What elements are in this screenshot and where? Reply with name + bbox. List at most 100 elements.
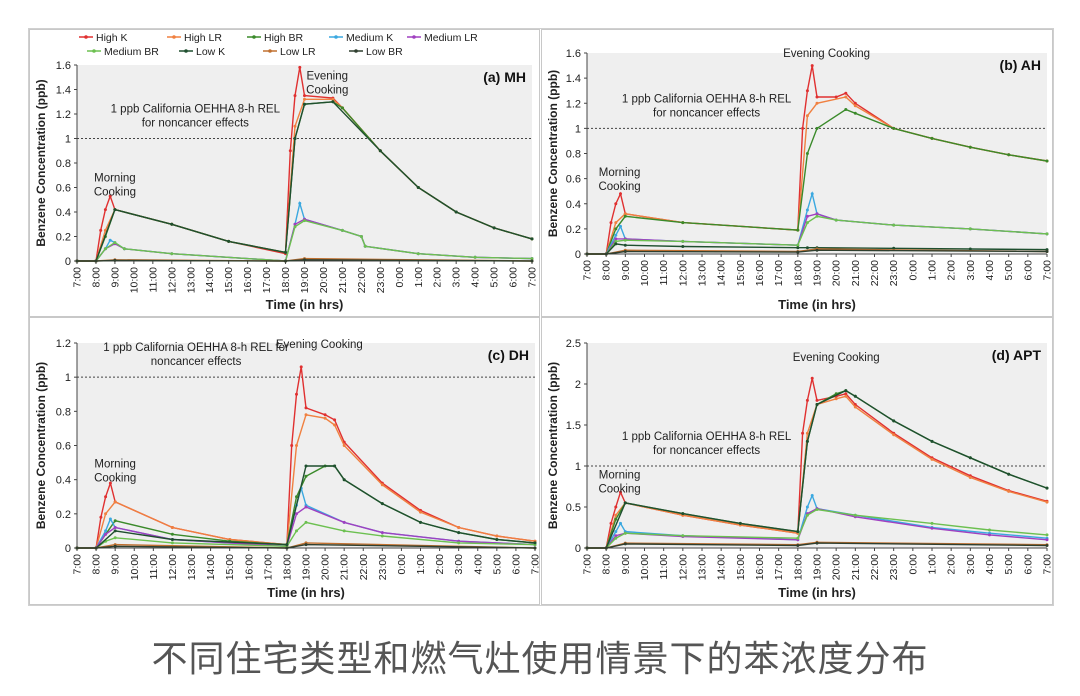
panel-3-series-medium-k-point <box>108 517 112 521</box>
panel-4-series-high-lr-point <box>1045 500 1049 504</box>
panel-2-series-high-br-point <box>623 214 627 218</box>
panel-2-series-medium-br-point <box>892 223 896 227</box>
panel-3-series-high-k-point <box>108 481 112 485</box>
panel-3-xtick-label: 0:00 <box>396 554 408 575</box>
figure-frame: 0 0.2 0.4 0.6 0.8 1 1.2 1.4 1.6 7:00 8:00 9:00 10:00… <box>28 28 1054 606</box>
panel-1-xtick-label: 1:00 <box>413 267 425 288</box>
panel-3-xtick-label: 16:00 <box>243 554 255 580</box>
panel-2-series-high-k-point <box>815 95 819 99</box>
panel-2-xtick-label: 11:00 <box>658 260 670 286</box>
legend-item-low-k-marker <box>184 49 188 53</box>
panel-4-series-high-lr-point <box>968 476 972 479</box>
panel-4-series-high-lr-point <box>834 397 838 401</box>
panel-2-xtick-label: 5:00 <box>1003 260 1015 281</box>
panel-4-xtick-label: 8:00 <box>601 554 613 575</box>
panel-1-series-low-k-point <box>227 239 231 243</box>
panel-2-ytick-label: 0.4 <box>566 199 581 211</box>
panel-1-xtick-label: 22:00 <box>356 267 368 293</box>
panel-2-series-high-lr-point <box>805 114 809 118</box>
panel-4-series-high-k-point <box>609 521 613 525</box>
panel-2-ytick-label: 1.4 <box>566 73 581 85</box>
panel-2-series-high-br-point <box>815 126 819 130</box>
panel-2-series-high-br-point <box>853 111 857 115</box>
panel-1-series-low-br-point <box>94 259 98 263</box>
panel-2-series-high-br-point <box>805 152 809 155</box>
panel-3-series-medium-lr-point <box>113 526 117 529</box>
panel-4-series-low-k-point <box>805 439 809 443</box>
panel-2-annotation: Cooking <box>598 181 640 193</box>
panel-3-series-high-k-point <box>323 413 327 417</box>
panel-2-series-high-k-point <box>834 95 838 99</box>
panel-2-series-medium-lr-point <box>614 237 618 241</box>
panel-4-series-low-k-point <box>968 456 972 460</box>
panel-2-xtick-label: 19:00 <box>812 260 824 286</box>
panel-4-series-low-br-point <box>1045 544 1049 547</box>
panel-3-xtick-label: 9:00 <box>110 554 122 575</box>
panel-1-series-medium-br-point <box>473 255 477 259</box>
panel-2-ref-label: 1 ppb California OEHHA 8-h REL <box>622 93 792 105</box>
panel-3-title: (c) DH <box>488 347 529 363</box>
panel-1-xtick-label: 19:00 <box>299 267 311 293</box>
panel-1-xtick-label: 3:00 <box>451 267 463 288</box>
panel-2-series-low-br <box>587 249 1048 255</box>
panel-1-annotation: Morning <box>94 172 136 184</box>
panel-4-xtick-label: 2:00 <box>946 554 958 575</box>
panel-3-series-medium-lr-point <box>295 512 298 516</box>
panel-3-series-medium-br-point <box>113 536 117 540</box>
panel-2-ytick-label: 0.8 <box>566 149 581 161</box>
panel-3-series-high-lr-point <box>380 483 384 487</box>
panel-3-series-medium-br <box>77 521 536 549</box>
panel-2-series-low-br-point <box>1045 250 1049 253</box>
panel-1-xtick-label: 10:00 <box>128 267 140 293</box>
panel-1-xtick-label: 13:00 <box>185 267 197 293</box>
panel-4-series-medium-lr-point <box>930 526 934 530</box>
panel-3-xtick-label: 12:00 <box>167 554 179 580</box>
panel-4-xtick-label: 12:00 <box>677 554 689 580</box>
panel-1-series-low-k-point <box>530 237 534 241</box>
panel-4-series-high-k-point <box>815 398 819 402</box>
panel-3-xtick-label: 22:00 <box>358 554 370 580</box>
panel-2-series-medium-k-point <box>810 192 814 196</box>
panel-4-series-low-br-point <box>815 541 819 545</box>
panel-1-ylabel: Benzene Concentration (ppb) <box>34 79 48 246</box>
panel-2-series-medium-lr-point <box>805 214 809 218</box>
panel-4-series-high-lr-point <box>930 457 934 461</box>
panel-3-xtick-label: 18:00 <box>281 554 293 580</box>
legend-item-high-br-marker <box>252 35 256 39</box>
panel-2-series-high-k-point <box>614 202 618 206</box>
panel-1-xtick-label: 23:00 <box>375 267 387 293</box>
panel-2-series-medium-k-point <box>805 208 809 212</box>
panel-2-series-high-br-point <box>1007 153 1011 157</box>
panel-4-series-high-k-point <box>805 398 809 402</box>
panel-4-ytick-label: 2.5 <box>566 338 581 350</box>
panel-1-xtick-label: 16:00 <box>242 267 254 293</box>
panel-4-xtick-label: 15:00 <box>735 554 747 580</box>
panel-2-series-low-k-point <box>892 246 896 250</box>
panel-1-series-low-k-point <box>492 226 496 230</box>
panel-3-series-high-lr-point <box>113 500 117 504</box>
panel-3-xtick-label: 20:00 <box>320 554 332 580</box>
panel-3-series-high-k-point <box>99 515 103 519</box>
panel-2-ytick-label: 0.2 <box>566 224 581 236</box>
legend-item-high-lr-label: High LR <box>184 32 222 44</box>
panel-1-xtick-label: 0:00 <box>394 267 406 288</box>
panel-3-xtick-label: 15:00 <box>224 554 236 580</box>
panel-3-series-low-br-point <box>285 546 289 550</box>
panel-4-series-medium-br-point <box>614 536 618 540</box>
panel-4-ytick-label: 0.5 <box>566 502 581 514</box>
panel-1-ref-label: 1 ppb California OEHHA 8-h REL <box>111 104 281 116</box>
panel-3-ref-label: 1 ppb California OEHHA 8-h REL for <box>103 342 289 354</box>
panel-4-xtick-label: 13:00 <box>697 554 709 580</box>
panel-3-series-low-k-point <box>113 529 117 533</box>
panel-3-series-high-k-point <box>104 495 108 499</box>
panel-1-ytick-label: 1.2 <box>56 109 71 121</box>
panel-1-annotation: Cooking <box>306 85 348 97</box>
panel-4-series-low-k-point <box>853 394 857 398</box>
panel-2-series-high-br-point <box>796 228 800 232</box>
panel-3-series-low-br-point <box>533 546 537 550</box>
panel-2-ytick-label: 1.2 <box>566 98 581 110</box>
panel-3-series-high-lr-point <box>170 526 174 529</box>
panel-1-series-medium-k-point <box>108 238 112 242</box>
panel-1-series-low-br-point <box>530 259 534 263</box>
panel-4-series-low-k-point <box>815 403 819 406</box>
